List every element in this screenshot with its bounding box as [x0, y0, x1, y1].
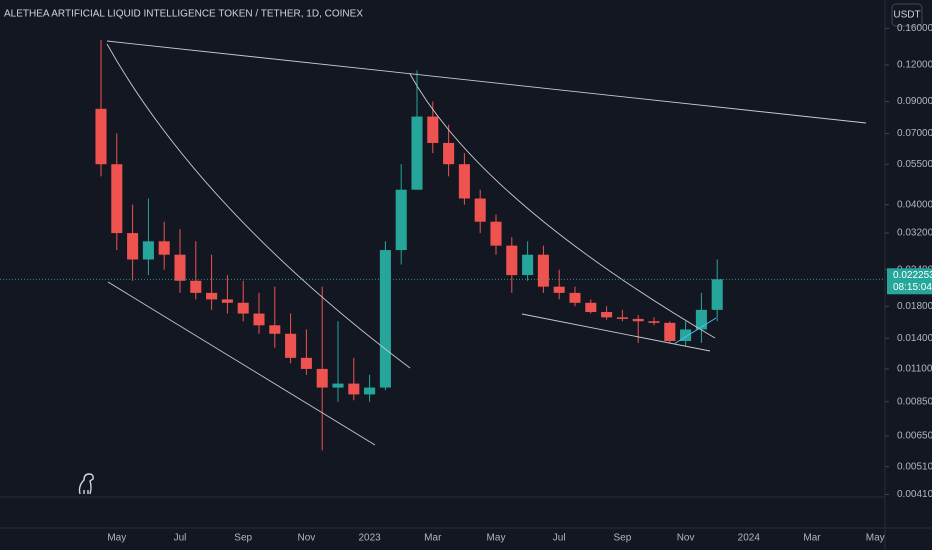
candle-body — [585, 302, 597, 313]
candle-body — [379, 250, 391, 388]
x-tick-label: Mar — [803, 533, 821, 544]
x-tick-label: 2023 — [358, 533, 381, 544]
candle-body — [648, 321, 660, 323]
candle-body — [427, 116, 439, 143]
candle-body — [158, 241, 170, 255]
candle-body — [395, 189, 407, 251]
plot-area — [95, 40, 723, 451]
trend-curve — [106, 43, 411, 369]
currency-label[interactable]: USDT — [893, 10, 920, 21]
candle-body — [537, 254, 549, 287]
x-tick-label: May — [107, 533, 126, 544]
candle-body — [142, 241, 154, 260]
trend-curve — [409, 73, 716, 339]
candle-body — [348, 383, 360, 395]
x-tick-label: Mar — [424, 533, 442, 544]
candle-body — [490, 221, 502, 246]
candle-body — [190, 280, 202, 293]
trend-drawings — [106, 40, 867, 446]
candle-body — [206, 292, 218, 300]
countdown-label: 08:15:04 — [893, 282, 932, 293]
x-tick-label: Sep — [614, 533, 632, 544]
x-tick-label: Jul — [174, 533, 187, 544]
candle-body — [111, 164, 123, 234]
x-tick-label: Jul — [553, 533, 566, 544]
candle-body — [127, 233, 139, 260]
candle-body — [316, 368, 328, 388]
candle-body — [664, 322, 676, 341]
candle-body — [253, 313, 265, 326]
candle-body — [285, 333, 297, 358]
candle-body — [601, 312, 613, 318]
candle-body — [221, 299, 233, 303]
x-tick-label: Nov — [677, 533, 695, 544]
candle-body — [680, 329, 692, 341]
candle-body — [506, 245, 518, 276]
last-price-label: 0.022253 — [893, 270, 932, 281]
candle-body — [522, 254, 534, 276]
candle-body — [632, 318, 644, 322]
button-frame[interactable] — [891, 3, 923, 27]
candle-body — [332, 383, 344, 388]
candle-body — [95, 108, 107, 165]
candle-body — [411, 116, 423, 190]
x-tick-label: Nov — [298, 533, 316, 544]
trend-line — [521, 313, 711, 352]
candle-body — [364, 387, 376, 395]
x-tick-label: 2024 — [738, 533, 761, 544]
candle-body — [695, 309, 707, 330]
currency-button[interactable]: USDT — [891, 3, 923, 27]
candle-body — [458, 164, 470, 199]
trend-line — [107, 281, 376, 446]
candle-body — [616, 317, 628, 319]
trend-line — [673, 317, 717, 345]
y-tick-label: 0.004100 — [897, 489, 932, 500]
chart-title: ALETHEA ARTIFICIAL LIQUID INTELLIGENCE T… — [4, 9, 363, 20]
candle-body — [237, 302, 249, 314]
x-tick-label: Sep — [234, 533, 252, 544]
x-tick-label: May — [866, 533, 885, 544]
x-tick-label: May — [487, 533, 506, 544]
candle-body — [711, 279, 723, 310]
candle-body — [569, 292, 581, 303]
last-price-box — [887, 268, 932, 295]
candle-body — [174, 254, 186, 281]
candle-body — [269, 325, 281, 334]
candle-body — [443, 142, 455, 165]
logo — [78, 473, 94, 495]
candle-body — [553, 286, 565, 293]
candle-body — [474, 198, 486, 222]
candle-body — [300, 357, 312, 369]
trend-line — [106, 40, 867, 124]
